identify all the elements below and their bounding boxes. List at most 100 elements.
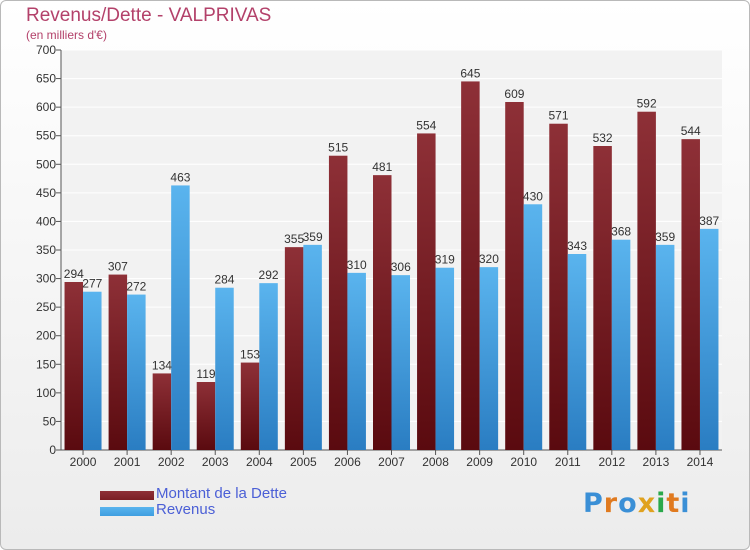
- data-label-dette: 481: [372, 160, 392, 174]
- x-tick-label: 2010: [510, 455, 537, 469]
- bar-dette: [549, 123, 568, 450]
- bar-revenus: [567, 254, 587, 450]
- x-tick-label: 2009: [466, 455, 493, 469]
- data-label-revenus: 430: [523, 189, 543, 203]
- x-tick-label: 2012: [598, 455, 625, 469]
- y-tick-label: 500: [36, 157, 56, 171]
- x-tick-label: 2011: [555, 455, 581, 469]
- data-label-dette: 134: [152, 358, 172, 372]
- logo-letter: i: [680, 488, 691, 519]
- data-label-revenus: 343: [567, 239, 587, 253]
- bar-revenus: [479, 267, 499, 450]
- y-tick-label: 50: [43, 414, 57, 428]
- y-tick-label: 300: [36, 272, 56, 286]
- data-label-dette: 609: [504, 87, 524, 101]
- x-tick-label: 2013: [643, 455, 670, 469]
- bar-dette: [681, 139, 700, 450]
- bar-dette: [196, 382, 216, 450]
- data-label-dette: 119: [196, 367, 215, 381]
- data-label-revenus: 310: [347, 258, 367, 272]
- x-tick-label: 2005: [290, 455, 317, 469]
- bar-revenus: [83, 291, 102, 450]
- bar-dette: [373, 175, 392, 450]
- data-label-revenus: 359: [303, 230, 323, 244]
- bar-revenus: [303, 244, 322, 450]
- bar-dette: [284, 247, 304, 450]
- y-tick-label: 250: [36, 300, 56, 314]
- x-tick-label: 2008: [422, 455, 449, 469]
- bar-revenus: [523, 204, 543, 450]
- logo-letter: i: [656, 488, 667, 519]
- data-label-revenus: 387: [699, 214, 719, 228]
- bar-dette: [152, 373, 172, 450]
- logo-letter: P: [583, 488, 604, 519]
- bar-revenus: [215, 287, 234, 450]
- legend-swatch-revenus: [100, 507, 154, 516]
- data-label-revenus: 284: [214, 273, 234, 287]
- bar-revenus: [699, 228, 719, 450]
- bar-dette: [240, 362, 260, 450]
- x-tick-label: 2002: [158, 455, 185, 469]
- proxiti-logo: Proxiti: [583, 488, 691, 519]
- data-label-revenus: 292: [259, 268, 279, 282]
- y-tick-label: 0: [49, 443, 56, 457]
- y-tick-label: 550: [36, 129, 56, 143]
- data-label-dette: 571: [549, 109, 569, 123]
- bar-revenus: [435, 267, 455, 450]
- data-label-revenus: 272: [126, 280, 146, 294]
- y-tick-label: 100: [36, 386, 56, 400]
- data-label-dette: 544: [681, 124, 701, 138]
- y-tick-label: 650: [36, 72, 56, 86]
- legend-label-revenus: Revenus: [156, 501, 216, 518]
- data-label-revenus: 306: [391, 260, 411, 274]
- data-label-revenus: 320: [479, 252, 499, 266]
- data-label-dette: 294: [64, 267, 84, 281]
- y-tick-label: 200: [36, 329, 56, 343]
- bar-revenus: [171, 185, 190, 450]
- data-label-dette: 554: [416, 118, 436, 132]
- data-label-dette: 153: [240, 348, 260, 362]
- data-label-dette: 515: [328, 141, 348, 155]
- bar-dette: [505, 102, 524, 450]
- bar-dette: [108, 274, 128, 450]
- bar-revenus: [611, 239, 631, 450]
- data-label-dette: 645: [460, 66, 480, 80]
- logo-letter: r: [603, 488, 619, 519]
- bar-dette: [593, 146, 612, 450]
- bar-revenus: [259, 283, 278, 450]
- y-tick-label: 450: [36, 186, 56, 200]
- bar-revenus: [391, 275, 410, 450]
- y-tick-label: 150: [36, 357, 56, 371]
- data-label-dette: 307: [108, 260, 128, 274]
- y-tick-label: 400: [36, 214, 56, 228]
- data-label-revenus: 368: [611, 225, 631, 239]
- x-tick-label: 2014: [687, 455, 714, 469]
- legend-swatch-dette: [100, 491, 154, 500]
- bar-revenus: [347, 272, 366, 450]
- bar-dette: [328, 155, 348, 450]
- data-label-revenus: 359: [655, 230, 675, 244]
- x-tick-label: 2003: [202, 455, 229, 469]
- x-tick-label: 2000: [70, 455, 97, 469]
- data-label-dette: 532: [593, 131, 613, 145]
- data-label-dette: 592: [637, 97, 657, 111]
- data-label-revenus: 319: [435, 253, 455, 267]
- data-label-dette: 355: [284, 232, 304, 246]
- bar-dette: [64, 282, 84, 450]
- chart-title: Revenus/Dette - VALPRIVAS: [26, 5, 272, 26]
- x-tick-label: 2001: [114, 455, 141, 469]
- x-tick-label: 2004: [246, 455, 273, 469]
- bar-revenus: [655, 244, 675, 450]
- bar-dette: [417, 133, 436, 450]
- y-tick-label: 350: [36, 243, 56, 257]
- bar-dette: [637, 111, 656, 450]
- logo-letter: t: [666, 488, 681, 519]
- chart-subtitle: (en milliers d'€): [26, 28, 107, 42]
- bar-revenus: [127, 294, 146, 450]
- y-tick-label: 700: [36, 43, 56, 57]
- data-label-revenus: 463: [170, 170, 190, 184]
- x-tick-label: 2007: [378, 455, 405, 469]
- data-label-revenus: 277: [82, 277, 102, 291]
- legend-label-dette: Montant de la Dette: [156, 485, 287, 502]
